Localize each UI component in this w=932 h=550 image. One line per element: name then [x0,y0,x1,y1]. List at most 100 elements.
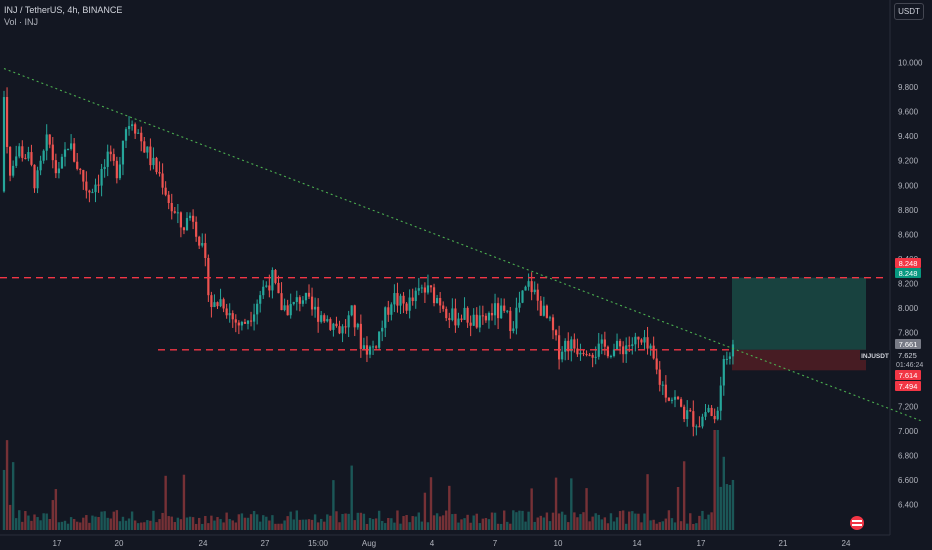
candle-body [146,146,149,153]
volume-bar [637,513,640,530]
volume-bar [384,523,387,530]
volume-bar [338,522,341,530]
candle-body [158,172,161,174]
candle-body [353,305,356,328]
currency-selector-button[interactable]: USDT [894,3,924,20]
volume-bar [283,520,286,530]
volume-bar [51,500,54,530]
volume-bar [548,521,552,530]
candle-body [558,335,561,360]
volume-bar [344,513,347,530]
descending-trendline[interactable] [3,68,923,422]
volume-bar [658,522,661,530]
candle-body [493,303,497,316]
volume-indicator-label[interactable]: Vol · INJ [4,17,39,27]
candle-body [115,160,118,179]
price-tick-label: 7.000 [898,427,919,436]
volume-bar [240,513,244,530]
volume-bar [249,514,253,530]
horizontal-levels[interactable] [0,277,888,351]
volume-bar [597,514,600,530]
volume-bar [374,518,378,530]
candle-body [265,285,268,287]
volume-bar [316,522,320,530]
volume-bar [652,519,655,530]
volume-bar [121,516,125,530]
candle-body [192,215,195,222]
candle-body [27,152,30,159]
price-label-text: 7.494 [899,382,918,391]
volume-bar [417,512,420,530]
symbol-title[interactable]: INJ / TetherUS, 4h, BINANCE [4,5,123,15]
candle-body [356,323,359,328]
candle-body [640,339,643,343]
target-zone[interactable] [732,277,866,350]
candle-body [432,287,436,304]
candle-body [36,170,39,189]
price-axis[interactable]: 10.000 9.800 9.600 9.400 9.200 9.000 8.800 8.60… [898,58,923,509]
candle-body [249,320,253,322]
volume-bar [207,523,210,530]
volume-bar [524,521,527,530]
volume-bar [503,510,506,530]
candle-body [243,322,247,324]
volume-bar [362,513,366,530]
volume-bar [484,518,488,530]
candle-body [597,343,600,357]
candle-body [137,132,140,134]
candle-body [359,323,362,349]
candle-body [497,303,500,319]
volume-bar [701,510,704,530]
volume-bar [182,474,186,530]
volume-bar [146,520,149,530]
candle-body [124,129,128,141]
candle-body [176,212,179,214]
price-label-badge [895,268,921,278]
volume-bar [100,511,103,530]
volume-bar [698,515,701,530]
time-tick-label: 17 [53,539,62,548]
candle-body [426,285,430,293]
position-zones[interactable] [732,277,866,371]
trendline-group[interactable] [3,68,923,422]
volume-bar [475,513,478,530]
candle-body [216,302,219,307]
candle-body [710,407,713,416]
time-axis[interactable]: 17 20 24 27 15:00 Aug 4 7 10 14 17 21 24 [53,539,851,548]
candle-body [79,168,82,170]
volume-bar [234,522,237,530]
volume-bar [539,515,542,530]
candle-body [460,318,463,320]
volume-bar [487,519,491,530]
candle-body [39,160,42,171]
volume-bar [268,520,271,530]
volume-bar [454,513,457,530]
price-tick-label: 7.800 [898,329,919,338]
volume-bar [609,513,613,530]
candle-body [91,192,94,194]
candle-body [695,426,698,428]
candle-body [234,319,237,323]
price-tick-label: 9.600 [898,108,919,117]
price-label-text: 8.248 [899,259,918,268]
volume-bar [429,477,433,530]
stop-zone[interactable] [732,349,866,371]
candle-body [45,134,48,151]
volume-bar [271,515,274,530]
candle-body [54,160,57,174]
volume-bar [420,521,424,530]
volume-bar [137,523,140,530]
candle-body [649,345,652,349]
candle-body [207,257,210,296]
volume-bar [588,521,591,530]
volume-bar [527,511,530,530]
candle-body [140,132,143,142]
candle-body [396,293,399,306]
price-tick-label: 8.800 [898,206,919,215]
candle-body [707,407,710,413]
candle-body [658,369,661,385]
tradingview-logo-icon[interactable] [850,516,864,530]
candle-body [631,344,634,346]
